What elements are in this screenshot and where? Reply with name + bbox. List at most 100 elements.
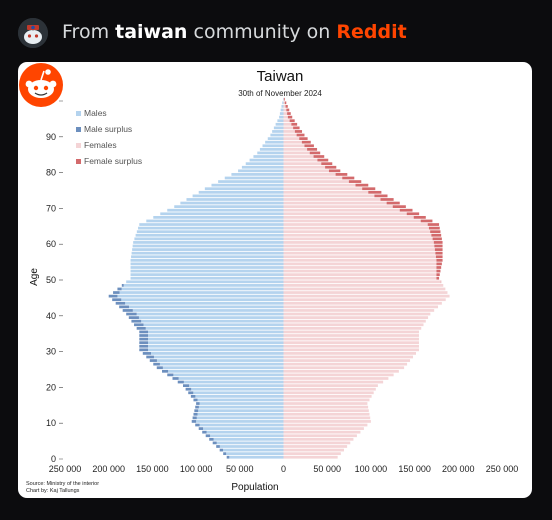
male-bar — [145, 326, 284, 330]
male-bar — [218, 180, 284, 183]
male-bar — [281, 105, 284, 108]
male-surplus-bar — [194, 409, 199, 413]
female-bar — [283, 173, 336, 176]
male-surplus-bar — [209, 437, 214, 441]
legend-swatch — [76, 111, 81, 116]
male-surplus-bar — [139, 330, 149, 334]
subreddit-avatar-icon[interactable] — [18, 18, 48, 48]
female-bar — [283, 359, 411, 362]
female-bar — [283, 151, 310, 155]
female-bar — [283, 212, 407, 216]
male-bar — [139, 223, 284, 226]
female-surplus-bar — [294, 130, 303, 133]
female-bar — [283, 255, 436, 259]
male-surplus-bar — [182, 384, 190, 387]
female-surplus-bar — [435, 251, 443, 255]
female-bar — [283, 112, 288, 115]
female-surplus-bar — [374, 194, 388, 198]
male-surplus-bar — [139, 341, 149, 345]
female-bar — [283, 273, 437, 277]
male-bar — [141, 319, 284, 323]
male-bar — [148, 348, 284, 352]
x-tick-label: 50 000 — [313, 464, 341, 474]
female-bar — [283, 380, 384, 384]
female-bar — [283, 130, 295, 133]
y-tick-label: 90 — [46, 132, 56, 142]
x-tick-label: 250 000 — [486, 464, 519, 474]
male-surplus-bar — [212, 441, 217, 445]
female-surplus-bar — [293, 126, 300, 130]
female-bar — [283, 427, 364, 430]
female-bar — [283, 155, 314, 158]
bar-group — [108, 97, 450, 459]
male-bar — [279, 112, 284, 115]
male-surplus-bar — [117, 287, 122, 291]
male-bar — [136, 312, 284, 316]
female-surplus-bar — [286, 108, 290, 112]
male-bar — [196, 416, 284, 420]
female-bar — [283, 409, 369, 413]
female-bar — [283, 158, 318, 162]
female-bar — [283, 237, 433, 241]
female-bar — [283, 330, 419, 334]
female-surplus-bar — [434, 248, 443, 251]
male-bar — [130, 266, 284, 269]
male-surplus-bar — [142, 352, 152, 355]
legend-label: Females — [84, 140, 117, 150]
male-surplus-bar — [192, 416, 197, 420]
brand-name[interactable]: Reddit — [336, 21, 407, 43]
female-bar — [283, 108, 287, 112]
male-surplus-bar — [195, 423, 200, 427]
female-surplus-bar — [321, 162, 333, 166]
male-surplus-bar — [112, 298, 122, 302]
female-bar — [283, 219, 421, 223]
female-surplus-bar — [392, 205, 406, 208]
female-bar — [283, 402, 368, 405]
male-surplus-bar — [139, 334, 149, 337]
community-name[interactable]: taiwan — [115, 21, 188, 43]
chart-title: Taiwan — [257, 68, 304, 85]
female-surplus-bar — [406, 212, 420, 216]
male-bar — [272, 130, 284, 133]
legend-label: Male surplus — [84, 124, 132, 134]
legend-swatch — [76, 143, 81, 148]
male-bar — [231, 173, 284, 176]
male-bar — [148, 337, 284, 341]
y-tick-label: 0 — [51, 454, 56, 464]
female-bar — [283, 309, 435, 312]
male-surplus-bar — [139, 337, 149, 341]
x-tick-label: 200 000 — [442, 464, 475, 474]
female-surplus-bar — [299, 137, 308, 140]
female-surplus-bar — [309, 151, 321, 155]
female-bar — [283, 334, 419, 337]
female-bar — [283, 301, 442, 305]
female-bar — [283, 416, 371, 420]
male-bar — [192, 194, 284, 198]
male-bar — [206, 430, 284, 434]
male-surplus-bar — [219, 448, 224, 452]
female-bar — [283, 434, 357, 438]
male-bar — [265, 140, 284, 144]
male-surplus-bar — [122, 309, 133, 312]
male-bar — [203, 427, 284, 430]
female-bar — [283, 316, 429, 319]
female-bar — [283, 101, 285, 105]
female-bar — [283, 230, 431, 234]
male-bar — [123, 284, 284, 287]
male-surplus-bar — [139, 344, 149, 348]
female-bar — [283, 190, 369, 194]
male-bar — [193, 391, 284, 395]
male-surplus-bar — [216, 445, 220, 448]
female-bar — [283, 323, 424, 327]
male-bar — [224, 176, 284, 180]
male-surplus-bar — [128, 316, 139, 319]
male-bar — [128, 305, 284, 309]
male-bar — [229, 455, 284, 459]
male-bar — [174, 205, 284, 208]
female-bar — [283, 369, 399, 373]
female-bar — [283, 305, 439, 309]
male-surplus-bar — [156, 366, 163, 370]
female-bar — [283, 187, 363, 191]
male-bar — [130, 258, 284, 262]
female-surplus-bar — [284, 97, 285, 101]
